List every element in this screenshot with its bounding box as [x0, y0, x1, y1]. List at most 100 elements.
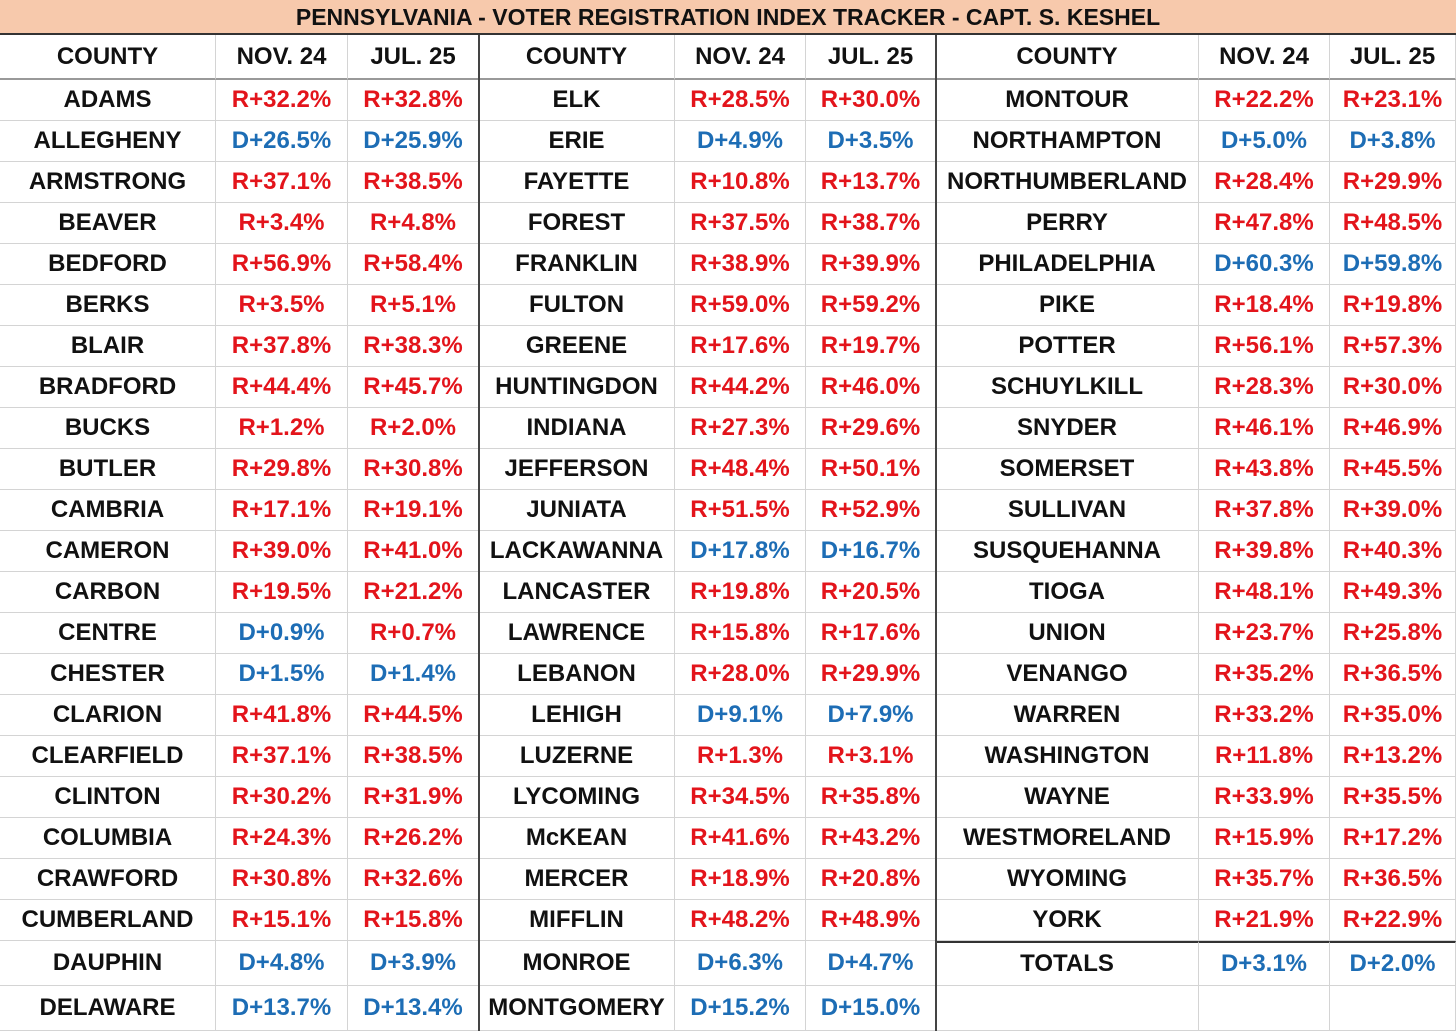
margin-cell: R+4.8% — [348, 203, 479, 244]
margin-cell: R+17.6% — [675, 326, 806, 367]
margin-cell: D+3.5% — [806, 121, 936, 162]
column-header: COUNTY — [479, 35, 675, 80]
county-cell: CAMERON — [0, 531, 216, 572]
margin-cell: R+13.7% — [806, 162, 936, 203]
county-cell: JUNIATA — [479, 490, 675, 531]
county-cell: LEBANON — [479, 654, 675, 695]
totals-label: TOTALS — [936, 941, 1199, 986]
county-cell: ELK — [479, 80, 675, 121]
margin-cell: D+4.7% — [806, 941, 936, 986]
margin-cell: R+41.6% — [675, 818, 806, 859]
county-cell: BUCKS — [0, 408, 216, 449]
margin-cell: R+33.9% — [1199, 777, 1330, 818]
county-cell: LUZERNE — [479, 736, 675, 777]
column-header: COUNTY — [0, 35, 216, 80]
county-cell: NORTHUMBERLAND — [936, 162, 1199, 203]
county-cell: SNYDER — [936, 408, 1199, 449]
margin-cell: R+18.9% — [675, 859, 806, 900]
county-cell: ERIE — [479, 121, 675, 162]
margin-cell: R+57.3% — [1330, 326, 1456, 367]
county-cell: WESTMORELAND — [936, 818, 1199, 859]
county-cell: BUTLER — [0, 449, 216, 490]
margin-cell: D+4.8% — [216, 941, 348, 986]
margin-cell: D+1.4% — [348, 654, 479, 695]
margin-cell: D+7.9% — [806, 695, 936, 736]
margin-cell: R+10.8% — [675, 162, 806, 203]
county-cell: TIOGA — [936, 572, 1199, 613]
margin-cell: R+17.6% — [806, 613, 936, 654]
county-cell: POTTER — [936, 326, 1199, 367]
margin-cell: R+20.8% — [806, 859, 936, 900]
margin-cell: R+26.2% — [348, 818, 479, 859]
margin-cell: R+58.4% — [348, 244, 479, 285]
margin-cell: R+27.3% — [675, 408, 806, 449]
margin-cell: R+38.5% — [348, 736, 479, 777]
margin-cell: D+3.1% — [1199, 941, 1330, 986]
column-header: NOV. 24 — [675, 35, 806, 80]
county-cell: WAYNE — [936, 777, 1199, 818]
margin-cell: R+43.8% — [1199, 449, 1330, 490]
county-cell: FULTON — [479, 285, 675, 326]
margin-cell: R+36.5% — [1330, 859, 1456, 900]
column-header: NOV. 24 — [1199, 35, 1330, 80]
margin-cell: R+48.2% — [675, 900, 806, 941]
margin-cell: R+52.9% — [806, 490, 936, 531]
margin-cell: R+2.0% — [348, 408, 479, 449]
margin-cell: R+19.1% — [348, 490, 479, 531]
margin-cell: R+38.3% — [348, 326, 479, 367]
margin-cell: R+15.9% — [1199, 818, 1330, 859]
county-cell: FAYETTE — [479, 162, 675, 203]
county-cell: LEHIGH — [479, 695, 675, 736]
county-cell: MIFFLIN — [479, 900, 675, 941]
margin-cell: R+30.0% — [806, 80, 936, 121]
margin-cell: R+1.3% — [675, 736, 806, 777]
margin-cell: R+31.9% — [348, 777, 479, 818]
county-cell: INDIANA — [479, 408, 675, 449]
margin-cell: R+35.5% — [1330, 777, 1456, 818]
column-header: JUL. 25 — [806, 35, 936, 80]
margin-cell: R+23.7% — [1199, 613, 1330, 654]
margin-cell: R+22.2% — [1199, 80, 1330, 121]
county-cell: LACKAWANNA — [479, 531, 675, 572]
column-header: JUL. 25 — [1330, 35, 1456, 80]
margin-cell: R+56.9% — [216, 244, 348, 285]
margin-cell: R+28.0% — [675, 654, 806, 695]
county-cell: MERCER — [479, 859, 675, 900]
margin-cell: R+35.8% — [806, 777, 936, 818]
county-cell: ALLEGHENY — [0, 121, 216, 162]
margin-cell: R+0.7% — [348, 613, 479, 654]
county-cell: GREENE — [479, 326, 675, 367]
margin-cell: D+6.3% — [675, 941, 806, 986]
column-header: NOV. 24 — [216, 35, 348, 80]
county-cell: LANCASTER — [479, 572, 675, 613]
margin-cell: R+24.3% — [216, 818, 348, 859]
margin-cell: R+1.2% — [216, 408, 348, 449]
margin-cell: R+56.1% — [1199, 326, 1330, 367]
margin-cell: R+29.8% — [216, 449, 348, 490]
county-cell: BLAIR — [0, 326, 216, 367]
margin-cell: R+3.5% — [216, 285, 348, 326]
margin-cell: R+32.8% — [348, 80, 479, 121]
margin-cell: R+35.0% — [1330, 695, 1456, 736]
county-cell: SOMERSET — [936, 449, 1199, 490]
county-cell: McKEAN — [479, 818, 675, 859]
margin-cell: R+37.5% — [675, 203, 806, 244]
county-cell: SULLIVAN — [936, 490, 1199, 531]
margin-cell: R+30.8% — [216, 859, 348, 900]
county-cell: NORTHAMPTON — [936, 121, 1199, 162]
margin-cell: R+11.8% — [1199, 736, 1330, 777]
margin-cell: D+1.5% — [216, 654, 348, 695]
margin-cell: R+39.8% — [1199, 531, 1330, 572]
margin-cell: R+29.9% — [1330, 162, 1456, 203]
margin-cell: D+3.8% — [1330, 121, 1456, 162]
empty-cell — [936, 986, 1199, 1031]
margin-cell: R+30.8% — [348, 449, 479, 490]
margin-cell: R+30.2% — [216, 777, 348, 818]
county-cell: LYCOMING — [479, 777, 675, 818]
margin-cell: D+59.8% — [1330, 244, 1456, 285]
margin-cell: R+48.1% — [1199, 572, 1330, 613]
margin-cell: R+38.7% — [806, 203, 936, 244]
margin-cell: R+59.2% — [806, 285, 936, 326]
margin-cell: R+30.0% — [1330, 367, 1456, 408]
margin-cell: D+15.0% — [806, 986, 936, 1031]
